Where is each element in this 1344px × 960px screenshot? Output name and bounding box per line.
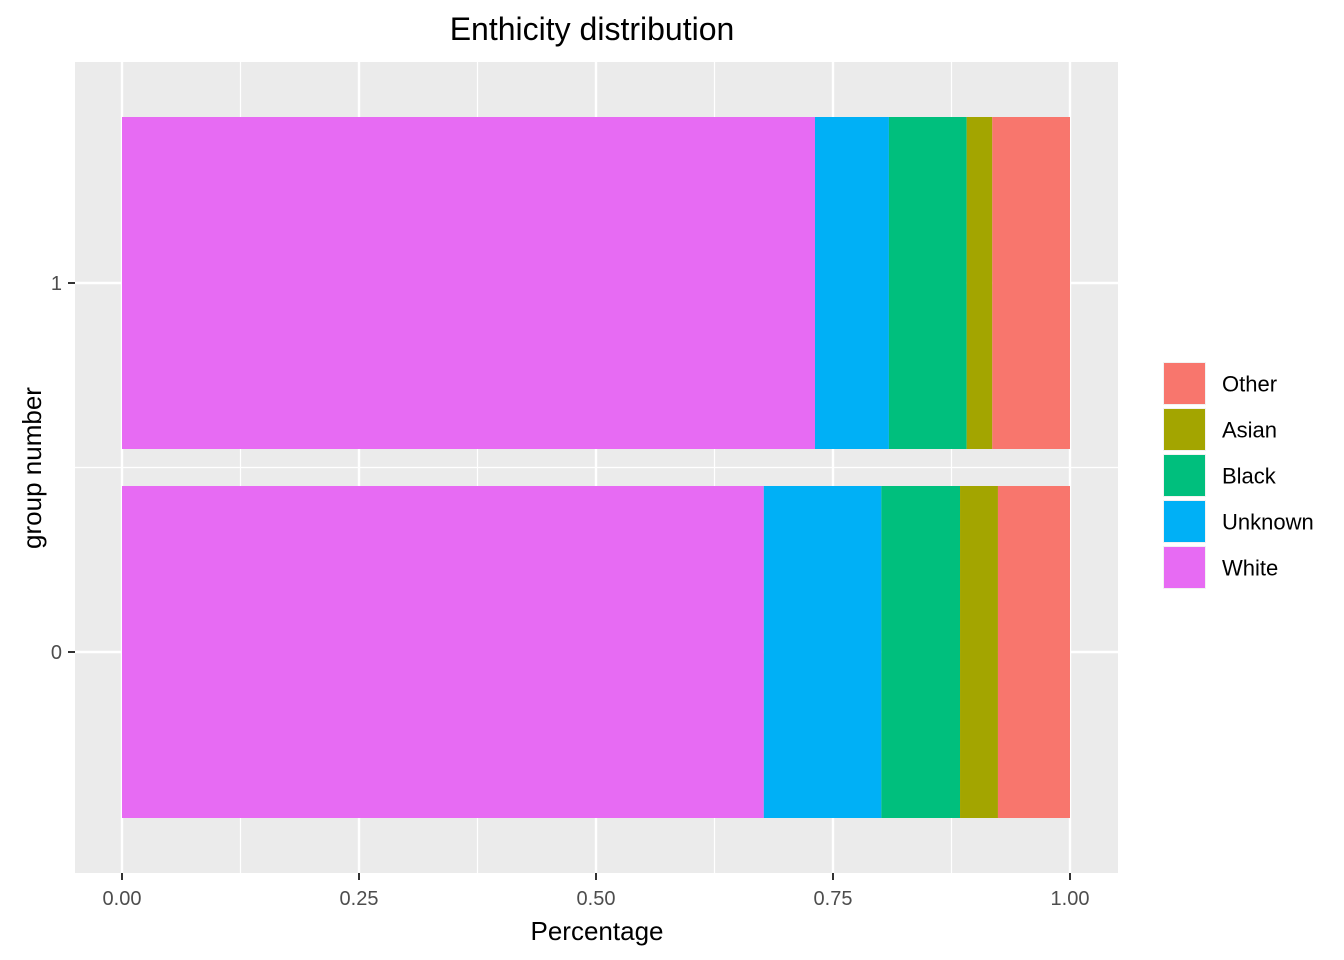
y-tick-label: 1: [51, 273, 62, 295]
bar-white-group-1: [122, 117, 815, 449]
legend-key-other: [1164, 363, 1205, 404]
x-tick-label: 1.00: [1051, 888, 1090, 910]
bar-unknown-group-1: [814, 117, 889, 449]
x-tick-label: 0.75: [814, 888, 853, 910]
y-tick-label: 0: [51, 642, 62, 664]
y-axis: 01: [51, 273, 75, 664]
x-axis: 0.00 0.25 0.50 0.75 1.00: [103, 873, 1090, 910]
legend-label-black: Black: [1222, 464, 1277, 489]
legend: Other Asian Black Unknown White: [1163, 362, 1314, 589]
legend-key-unknown: [1164, 501, 1205, 542]
legend-label-white: White: [1222, 556, 1278, 581]
legend-key-white: [1164, 547, 1205, 588]
legend-key-black: [1164, 455, 1205, 496]
y-axis-title: group number: [17, 387, 47, 549]
x-tick-label: 0.00: [103, 888, 142, 910]
bar-white-group-0: [122, 486, 764, 818]
legend-label-asian: Asian: [1222, 418, 1277, 443]
x-tick-label: 0.25: [340, 888, 379, 910]
chart-title: Enthicity distribution: [450, 11, 735, 47]
bar-other-group-0: [997, 486, 1070, 818]
bar-other-group-1: [992, 117, 1070, 449]
x-tick-label: 0.50: [577, 888, 616, 910]
legend-label-other: Other: [1222, 372, 1277, 397]
bar-black-group-1: [888, 117, 967, 449]
bar-asian-group-1: [966, 117, 993, 449]
x-axis-title: Percentage: [531, 916, 664, 946]
bar-unknown-group-0: [763, 486, 882, 818]
bar-asian-group-0: [960, 486, 998, 818]
bar-black-group-0: [881, 486, 961, 818]
bars: [122, 117, 1070, 818]
legend-key-asian: [1164, 409, 1205, 450]
legend-label-unknown: Unknown: [1222, 510, 1314, 535]
